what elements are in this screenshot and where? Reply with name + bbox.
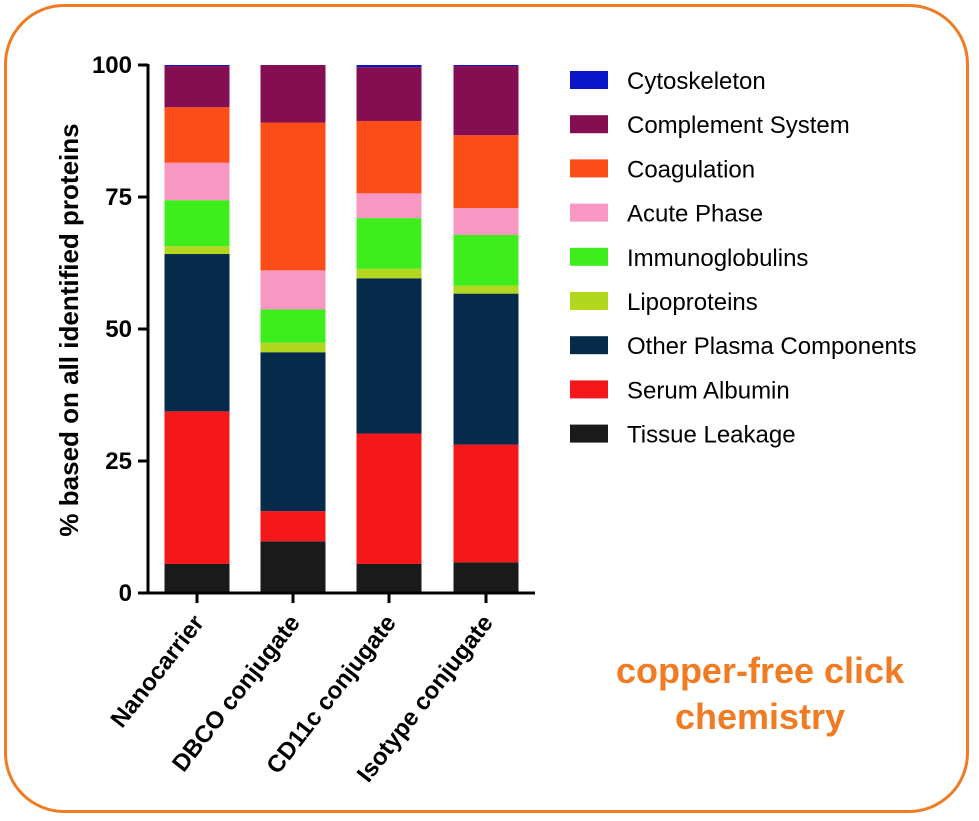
- bar-segment: [453, 135, 519, 209]
- y-axis-label-group: % based on all identified proteins: [54, 123, 84, 536]
- bar-segment: [164, 162, 230, 201]
- legend-swatch: [570, 380, 608, 399]
- legend-label: Serum Albumin: [627, 377, 790, 404]
- y-axis-label: % based on all identified proteins: [54, 123, 84, 536]
- legend-swatch: [570, 424, 608, 443]
- bar-segment: [453, 65, 519, 67]
- bar-segment: [164, 66, 230, 108]
- bar-segment: [164, 246, 230, 255]
- bar-segment: [260, 309, 326, 343]
- bar-segment: [356, 278, 422, 434]
- axes-layer: 0 25 50 75 100: [92, 52, 535, 607]
- bar-segment: [260, 352, 326, 512]
- bar-segment: [260, 511, 326, 542]
- bar-segment: [260, 541, 326, 593]
- bar-segment: [453, 562, 519, 593]
- y-tick-label: 100: [92, 52, 132, 79]
- legend-swatch: [570, 247, 608, 266]
- bar-segment: [356, 268, 422, 279]
- legend-swatch: [570, 336, 608, 355]
- y-tick-label: 75: [105, 184, 132, 211]
- bar-segment: [164, 411, 230, 564]
- bar-segment: [453, 66, 519, 136]
- legend-label: Lipoproteins: [627, 289, 758, 316]
- legend-label: Other Plasma Components: [627, 333, 916, 360]
- annotation-line-1: copper-free click: [615, 650, 905, 691]
- rounded-frame: [4, 4, 969, 813]
- bar-segment: [260, 342, 326, 353]
- bar-segment: [356, 218, 422, 269]
- bar-segment: [260, 65, 326, 123]
- bar-segment: [356, 120, 422, 194]
- bar-segment: [164, 200, 230, 247]
- bar-segment: [356, 65, 422, 68]
- legend-swatch: [570, 71, 608, 89]
- bar-segment: [356, 67, 422, 121]
- y-tick-label: 50: [105, 316, 132, 343]
- bar-segment: [453, 293, 519, 445]
- bar-segment: [453, 444, 519, 563]
- bar-segment: [356, 193, 422, 219]
- legend-label: Coagulation: [627, 156, 755, 183]
- bar-segment: [164, 65, 230, 67]
- bar-segment: [260, 122, 326, 271]
- legend-swatch: [570, 115, 608, 134]
- legend-label: Acute Phase: [627, 201, 763, 228]
- bar-segment: [260, 270, 326, 310]
- bar-segment: [164, 254, 230, 412]
- legend-swatch: [570, 292, 608, 310]
- legend-label: Tissue Leakage: [627, 422, 796, 449]
- bars-layer: [164, 65, 519, 593]
- bar-segment: [356, 563, 422, 593]
- bar-segment: [453, 235, 519, 286]
- legend-label: Complement System: [627, 112, 850, 139]
- bar-segment: [164, 107, 230, 163]
- legend-label: Immunoglobulins: [627, 245, 808, 272]
- legend-swatch: [570, 203, 608, 222]
- y-tick-label: 25: [105, 448, 132, 475]
- bar-segment: [164, 563, 230, 593]
- legend-label: Cytoskeleton: [627, 68, 766, 95]
- bar-segment: [356, 433, 422, 564]
- annotation-line-2: chemistry: [674, 696, 846, 737]
- bar-segment: [453, 285, 519, 294]
- y-tick-label: 0: [119, 580, 132, 607]
- bar-segment: [453, 208, 519, 236]
- annotation-text: copper-free click chemistry: [560, 648, 960, 740]
- legend: Cytoskeleton Complement System Coagulation…: [570, 68, 916, 449]
- x-category-label: Nanocarrier: [106, 610, 210, 733]
- legend-swatch: [570, 159, 608, 178]
